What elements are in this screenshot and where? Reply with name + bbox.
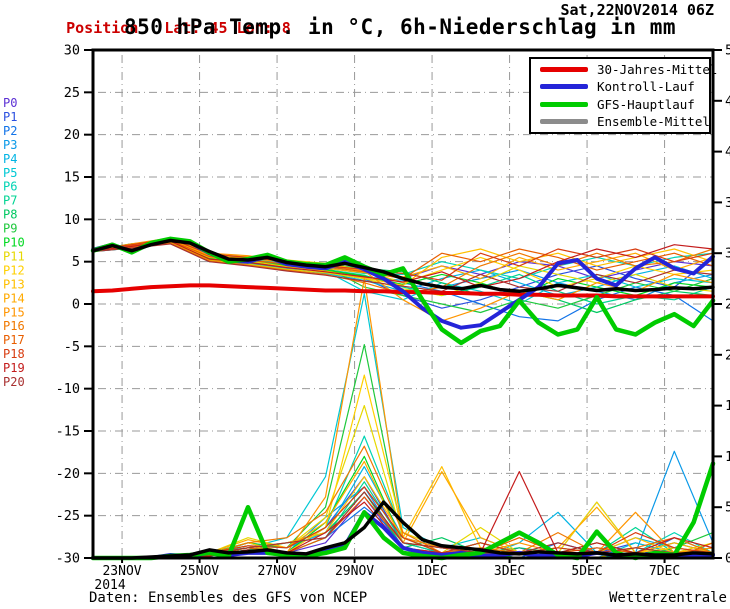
ensemble-member-label: P8 — [3, 208, 17, 222]
y-left-tick-label: -15 — [56, 424, 80, 440]
y-left-tick-label: 10 — [64, 212, 80, 228]
y-left-tick-label: 5 — [72, 254, 80, 270]
ensemble-member-label: P7 — [3, 194, 17, 208]
ensemble-member-label: P12 — [3, 263, 25, 277]
x-tick-label: 27NOV — [257, 564, 296, 579]
y-left-tick-label: -25 — [56, 508, 80, 524]
ensemble-member-label: P2 — [3, 124, 17, 138]
x-tick-label: 5DEC — [571, 564, 602, 579]
x-tick-label: 1DEC — [416, 564, 447, 579]
ensemble-member-label: P4 — [3, 152, 17, 166]
y-right-tick-label: 35 — [725, 195, 730, 211]
plot-frame — [91, 48, 715, 560]
y-left-tick-label: 0 — [72, 297, 80, 313]
ensemble-member-label: P14 — [3, 291, 25, 305]
x-tick-label: 23NOV — [102, 564, 141, 579]
ensemble-member-label: P1 — [3, 110, 17, 124]
y-right-tick-label: 10 — [725, 449, 730, 465]
y-left-tick-label: 15 — [64, 170, 80, 186]
y-left-tick-label: -20 — [56, 466, 80, 482]
y-right-tick-label: 45 — [725, 93, 730, 109]
y-left-tick-label: -30 — [56, 551, 80, 567]
y-left-tick-label: 30 — [64, 43, 80, 59]
x-axis-year-label: 2014 — [94, 578, 125, 593]
run-date: Sat,22NOV2014 06Z — [560, 1, 714, 19]
position-header: Position Lat: 45 Lon: 8 — [30, 1, 291, 55]
y-left-tick-label: 25 — [64, 85, 80, 101]
legend-label: Kontroll-Lauf — [597, 79, 695, 95]
x-tick-label: 25NOV — [180, 564, 219, 579]
legend-line-swatch — [540, 101, 588, 107]
legend-line-swatch — [540, 67, 588, 73]
ensemble-member-label: P5 — [3, 166, 17, 180]
ensemble-member-label: P16 — [3, 319, 25, 333]
position-label: Position — [66, 19, 139, 37]
ensemble-member-label: P10 — [3, 236, 25, 250]
ensemble-member-label: P17 — [3, 333, 25, 347]
ensemble-member-label: P6 — [3, 180, 17, 194]
legend-line-swatch — [540, 118, 588, 124]
legend-line-swatch — [540, 84, 588, 90]
ensemble-member-label: P3 — [3, 138, 17, 152]
y-right-tick-label: 15 — [725, 398, 730, 414]
ensemble-member-label: P15 — [3, 305, 25, 319]
legend-box: 30-Jahres-Mittel Kontroll-Lauf GFS-Hauptla… — [529, 57, 717, 134]
legend-item: GFS-Hauptlauf — [531, 97, 709, 112]
chart-title: 850 hPa Temp. in °C, 6h-Niederschlag in … — [123, 15, 676, 39]
x-tick-label: 29NOV — [335, 564, 374, 579]
y-right-tick-label: 40 — [725, 144, 730, 160]
grid-horizontal — [93, 91, 713, 517]
x-tick-label: 7DEC — [649, 564, 680, 579]
legend-item: Kontroll-Lauf — [531, 79, 709, 94]
y-right-tick-label: 30 — [725, 246, 730, 262]
legend-item: 30-Jahres-Mittel — [531, 62, 717, 77]
legend-item: Ensemble-Mittel — [531, 113, 710, 129]
y-left-tick-label: -5 — [64, 339, 80, 355]
brand-text: Wetterzentrale — [608, 590, 727, 606]
y-left-tick-label: 20 — [64, 127, 80, 143]
y-left-tick-label: -10 — [56, 381, 80, 397]
legend-label: Ensemble-Mittel — [597, 113, 710, 129]
axis-ticks-and-labels: -30 -25 -20 -15 -10 -5 0 5 10 15 20 25 30 0 5 10 15 20 25 3… — [56, 43, 730, 594]
data-source-text: Daten: Ensembles des GFS von NCEP — [89, 590, 368, 606]
y-right-tick-label: 25 — [725, 297, 730, 313]
main-series-lines — [90, 236, 716, 561]
y-right-tick-label: 5 — [725, 500, 730, 516]
ensemble-member-label: P11 — [3, 249, 25, 263]
ensemble-member-label: P18 — [3, 347, 25, 361]
position-value: Lat: 45 Lon: 8 — [164, 19, 291, 37]
legend-label: GFS-Hauptlauf — [597, 96, 695, 112]
ensemble-member-label: P20 — [3, 375, 25, 389]
ensemble-member-labels: P0P1P2P3P4P5P6P7P8P9P10P11P12P13P14P15P1… — [3, 96, 25, 389]
y-right-tick-label: 20 — [725, 347, 730, 363]
y-right-tick-label: 50 — [725, 43, 730, 59]
x-tick-label: 3DEC — [494, 564, 525, 579]
y-right-tick-label: 0 — [725, 551, 730, 567]
legend-label: 30-Jahres-Mittel — [597, 62, 718, 78]
ensemble-member-label: P0 — [3, 96, 17, 110]
ensemble-member-label: P19 — [3, 361, 25, 375]
ensemble-member-label: P13 — [3, 277, 25, 291]
ensemble-member-label: P9 — [3, 222, 17, 236]
